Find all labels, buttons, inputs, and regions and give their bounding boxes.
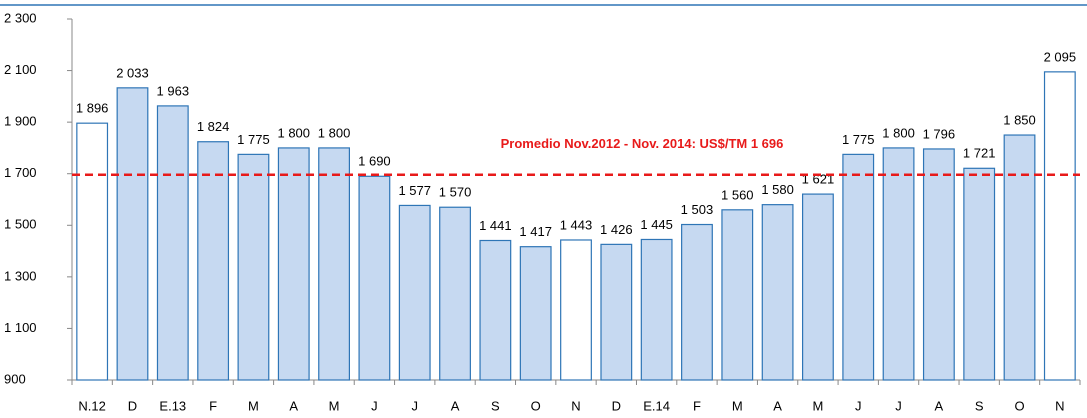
bar: [76, 122, 109, 381]
y-tick-label: 1 300: [4, 268, 37, 283]
value-label: 2 095: [1044, 49, 1077, 64]
bar: [398, 204, 431, 381]
value-label: 1 721: [963, 146, 996, 161]
y-tick-label: 2 300: [4, 10, 37, 25]
value-label: 1 441: [479, 218, 512, 233]
x-tick-label: J: [411, 398, 418, 413]
bar: [640, 238, 673, 381]
value-label: 2 033: [116, 65, 149, 80]
value-label: 1 443: [560, 217, 593, 232]
x-tick-label: A: [289, 398, 298, 413]
x-tick-label: A: [451, 398, 460, 413]
x-tick-label: M: [732, 398, 743, 413]
x-tick-label: E.13: [159, 398, 186, 413]
bar: [842, 153, 875, 381]
value-label: 1 800: [277, 125, 310, 140]
bar: [721, 209, 754, 381]
reference-label: Promedio Nov.2012 - Nov. 2014: US$/TM 1 …: [501, 136, 784, 151]
x-tick-label: S: [491, 398, 500, 413]
value-label: 1 445: [640, 217, 673, 232]
x-tick-label: S: [975, 398, 984, 413]
bar: [560, 239, 592, 381]
bar: [922, 148, 955, 381]
x-tick-label: J: [855, 398, 862, 413]
value-label: 1 503: [681, 202, 714, 217]
bar: [600, 243, 633, 381]
x-tick-label: E.14: [643, 398, 670, 413]
y-tick-label: 1 100: [4, 320, 37, 335]
value-label: 1 850: [1003, 112, 1036, 127]
x-tick-label: M: [329, 398, 340, 413]
x-tick-label: F: [693, 398, 701, 413]
value-label: 1 426: [600, 222, 633, 237]
value-label: 1 690: [358, 154, 391, 169]
x-tick-label: D: [612, 398, 621, 413]
bar: [681, 223, 713, 381]
value-label: 1 560: [721, 187, 754, 202]
bar: [519, 246, 552, 381]
value-label: 1 800: [882, 125, 915, 140]
y-tick-label: 1 700: [4, 165, 37, 180]
bar: [156, 105, 189, 381]
bar: [882, 147, 915, 381]
bar: [439, 206, 471, 381]
x-tick-label: N: [1055, 398, 1064, 413]
bar: [963, 167, 996, 381]
x-tick-label: A: [773, 398, 782, 413]
y-tick-label: 900: [4, 371, 26, 386]
bar: [318, 147, 351, 381]
x-tick-label: F: [209, 398, 217, 413]
value-label: 1 963: [157, 83, 190, 98]
value-label: 1 580: [761, 182, 794, 197]
x-tick-label: A: [935, 398, 944, 413]
value-label: 1 824: [197, 119, 230, 134]
x-tick-label: J: [371, 398, 378, 413]
bar: [479, 239, 512, 381]
bar: [116, 87, 149, 381]
value-label: 1 570: [439, 185, 472, 200]
x-tick-label: O: [1014, 398, 1024, 413]
y-tick-label: 2 100: [4, 62, 37, 77]
value-label: 1 896: [76, 101, 109, 116]
x-tick-label: M: [812, 398, 823, 413]
y-tick-label: 1 500: [4, 217, 37, 232]
bar: [761, 204, 794, 381]
bar: [197, 141, 230, 381]
x-tick-label: O: [531, 398, 541, 413]
bar: [277, 147, 310, 381]
bar: [1043, 71, 1076, 381]
bar: [358, 175, 391, 381]
value-label: 1 417: [519, 224, 552, 239]
value-label: 1 577: [398, 183, 431, 198]
x-tick-label: N: [571, 398, 580, 413]
x-tick-label: M: [248, 398, 259, 413]
x-tick-label: N.12: [78, 398, 105, 413]
value-label: 1 775: [237, 132, 270, 147]
x-tick-label: D: [128, 398, 137, 413]
value-label: 1 775: [842, 132, 875, 147]
y-tick-label: 1 900: [4, 114, 37, 129]
bar: [801, 193, 834, 381]
bar: [237, 153, 270, 381]
x-tick-label: J: [895, 398, 902, 413]
value-label: 1 796: [923, 126, 956, 141]
bar: [1003, 134, 1036, 381]
value-label: 1 800: [318, 125, 351, 140]
